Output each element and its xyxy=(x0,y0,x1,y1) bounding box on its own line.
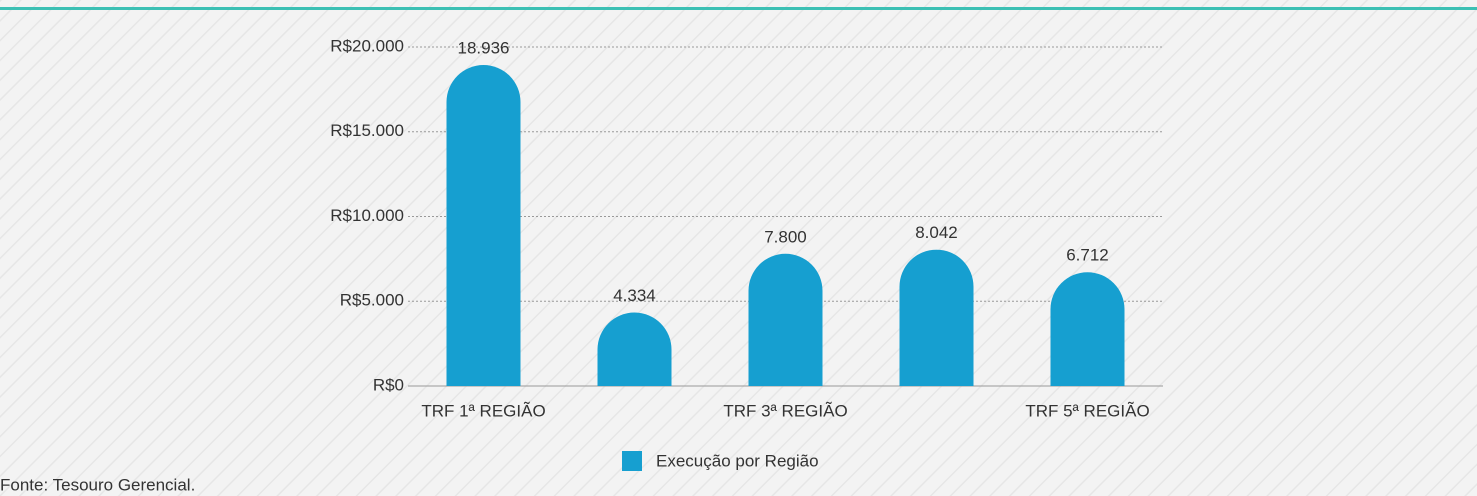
y-tick-label: R$5.000 xyxy=(340,291,404,310)
legend-swatch xyxy=(622,451,642,471)
y-tick-label: R$10.000 xyxy=(330,206,404,225)
top-rule xyxy=(0,7,1477,10)
value-label: 6.712 xyxy=(1066,246,1109,265)
value-label: 7.800 xyxy=(764,227,807,246)
bar xyxy=(446,65,521,387)
bar xyxy=(597,312,672,386)
bar xyxy=(899,249,974,386)
value-label: 4.334 xyxy=(613,286,656,305)
bar xyxy=(1050,272,1125,386)
x-tick-label: TRF 3ª REGIÃO xyxy=(723,401,847,420)
value-label: 8.042 xyxy=(915,223,958,242)
y-tick-label: R$20.000 xyxy=(330,36,404,55)
value-label: 18.936 xyxy=(458,39,510,58)
bar xyxy=(748,253,823,386)
x-tick-label: TRF 5ª REGIÃO xyxy=(1025,401,1149,420)
y-tick-label: R$15.000 xyxy=(330,121,404,140)
legend-label: Execução por Região xyxy=(656,451,819,470)
source: Fonte: Tesouro Gerencial. xyxy=(0,475,195,494)
x-tick-label: TRF 1ª REGIÃO xyxy=(421,401,545,420)
y-tick-label: R$0 xyxy=(373,375,404,394)
